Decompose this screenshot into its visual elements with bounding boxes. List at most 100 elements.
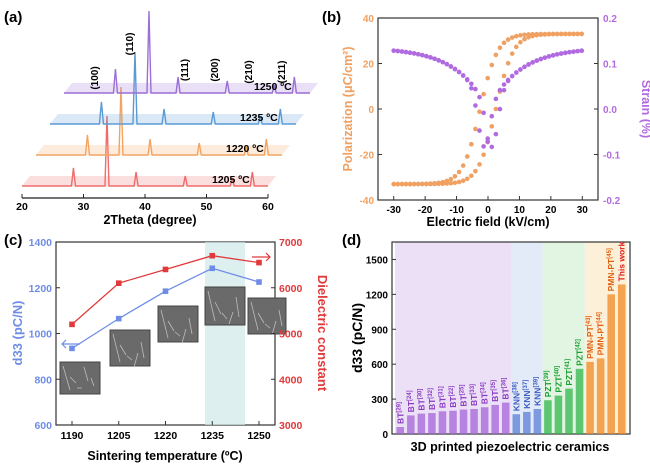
sem-grain-line <box>90 377 95 387</box>
pe-x-tick-label: 10 <box>514 205 526 216</box>
sem-grain-line <box>133 352 139 368</box>
d33-y2-tick-label: 7000 <box>279 237 303 249</box>
strain-point <box>493 96 499 102</box>
pe-y2-label: Strain (%) <box>639 80 650 138</box>
bar-y-tick-label: 1500 <box>366 255 389 266</box>
polarization-point <box>477 109 482 115</box>
strain-point <box>469 81 474 87</box>
polarization-point <box>497 45 503 51</box>
sem-grain-line <box>257 312 265 324</box>
strain-point <box>542 55 548 60</box>
strain-point <box>501 87 507 93</box>
d33-y-tick-label: 1000 <box>29 329 53 341</box>
bar <box>607 294 615 434</box>
xrd-layer: 1250 ºC <box>64 10 318 94</box>
bar <box>470 408 478 434</box>
polarization-point <box>501 40 507 46</box>
d33-x-tick-label: 1190 <box>61 430 84 442</box>
bar-label: BT[25] <box>459 385 469 407</box>
sem-micrographs <box>59 286 287 395</box>
d33-y-tick-label: 1400 <box>29 237 53 249</box>
pe-y2-tick-label: -0.2 <box>603 196 621 207</box>
pe-y-tick-label: 20 <box>363 60 375 71</box>
polarization-point <box>452 180 458 186</box>
sem-grain-line <box>126 355 133 361</box>
polarization-point <box>530 31 535 37</box>
polarization-point <box>424 181 429 187</box>
bar-label: BT[31] <box>437 386 447 408</box>
pe-y-tick-label: 40 <box>363 14 375 25</box>
polarization-point <box>473 168 478 174</box>
strain-point <box>489 144 495 150</box>
strain-point <box>530 60 535 65</box>
sem-grain-line <box>174 331 181 337</box>
sem-grain-line <box>119 344 127 356</box>
strain-point <box>505 77 511 83</box>
strain-point <box>456 69 462 75</box>
bar-label: BT[36] <box>501 378 511 400</box>
polarization-point <box>420 181 425 187</box>
sem-grain-line <box>62 365 71 391</box>
polarization-point <box>526 32 531 37</box>
xrd-peak-label: (210) <box>244 60 255 83</box>
bar-label: BT[34] <box>480 382 490 404</box>
strain-point <box>440 59 446 65</box>
polarization-point <box>469 141 474 147</box>
strain-point <box>497 106 503 112</box>
strain-point <box>550 53 556 58</box>
polarization-point <box>518 33 523 38</box>
xrd-peak-label: (211) <box>277 61 288 84</box>
strain-point <box>563 50 568 56</box>
sem-grain-line <box>181 328 187 344</box>
polarization-point <box>481 91 486 97</box>
strain-point <box>518 67 523 72</box>
strain-point <box>473 86 478 92</box>
bar <box>491 404 499 434</box>
xrd-pattern <box>50 51 296 125</box>
xrd-layer: 1220 ºC <box>36 86 290 156</box>
strain-point <box>444 61 450 67</box>
d33-series-marker <box>256 259 262 266</box>
xrd-peak-label: (200) <box>210 58 221 81</box>
polarization-point <box>513 33 519 39</box>
sem-grain-line <box>214 301 222 315</box>
d33-series-marker <box>115 315 122 322</box>
bar <box>533 408 542 434</box>
polarization-point <box>558 31 564 37</box>
pe-x-label: Electric field (kV/cm) <box>427 215 550 229</box>
polarization-point <box>493 52 499 58</box>
xrd-x-ticks: 20 30 40 50 60 <box>16 194 274 213</box>
polarization-point <box>542 31 548 37</box>
d33-x-tick-label: 1235 <box>201 430 225 442</box>
polarization-point <box>567 31 572 37</box>
xrd-x-tick-label: 40 <box>139 201 151 213</box>
d33-axes-ticks: 1190 1205 1220 1235 1250 600 800 1000 1200 1400 30… <box>29 237 303 442</box>
pe-y-tick-label: -20 <box>360 151 375 162</box>
sem-grain-line <box>228 311 234 325</box>
bar-label: BT[29] <box>395 402 405 424</box>
strain-point <box>415 51 421 57</box>
bar-label: This work <box>617 242 627 282</box>
polarization-point <box>489 62 495 68</box>
polarization-point <box>469 173 474 179</box>
bar-label: BT[33] <box>469 384 479 406</box>
bar <box>554 395 563 434</box>
polarization-point <box>501 73 507 79</box>
pe-plot-frame <box>377 17 599 201</box>
bar <box>596 358 605 434</box>
strain-point <box>420 52 425 58</box>
bar-y-tick-label: 1200 <box>366 290 389 301</box>
polarization-point <box>538 31 544 37</box>
sem-grain-line <box>207 290 216 322</box>
strain-point <box>534 58 540 63</box>
polarization-point <box>513 44 519 50</box>
bar-label: BT[35] <box>490 380 500 402</box>
d33-series-marker <box>115 280 122 286</box>
polarization-point <box>505 37 511 42</box>
strain-point <box>464 77 470 83</box>
xrd-x-tick-label: 60 <box>262 201 274 213</box>
strain-point <box>448 64 454 69</box>
d33-series-marker <box>69 321 75 328</box>
d33-y2-tick-label: 6000 <box>279 283 303 295</box>
bar-y-tick-label: 0 <box>382 430 388 441</box>
